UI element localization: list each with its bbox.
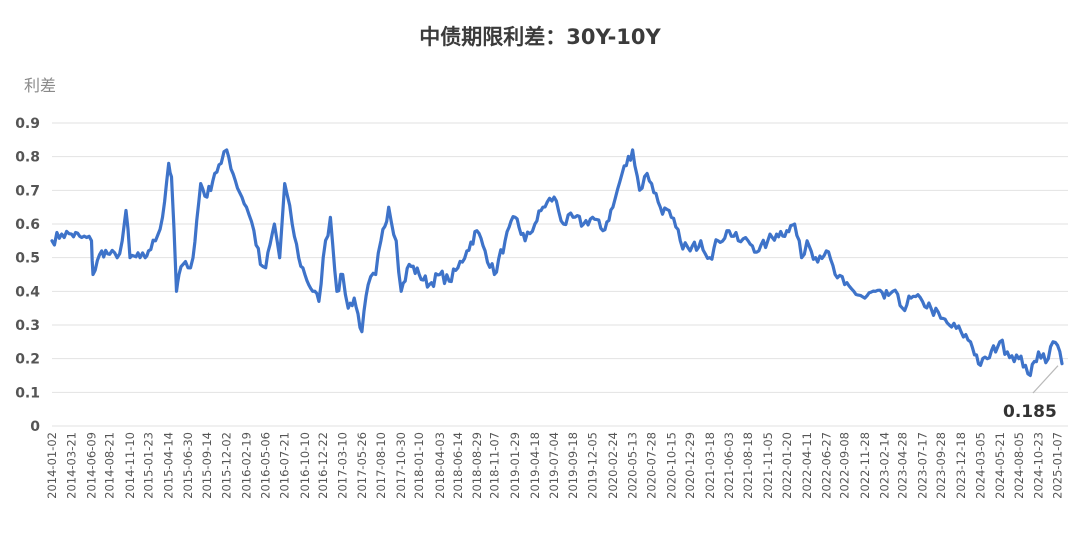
x-tick-label: 2020-02-24 — [606, 432, 620, 499]
x-tick-label: 2024-08-05 — [1012, 432, 1026, 499]
x-tick-label: 2019-09-18 — [566, 432, 580, 499]
x-tick-label: 2015-04-14 — [162, 432, 176, 499]
x-tick-label: 2019-04-18 — [528, 432, 542, 499]
y-axis-ticks: 0 0.1 0.2 0.3 0.4 0.5 0.6 0.7 0.8 0.9 — [15, 116, 40, 435]
series-line — [50, 148, 1064, 378]
x-tick-label: 2017-10-30 — [394, 432, 408, 499]
x-tick-label: 2020-05-13 — [626, 432, 640, 499]
x-tick-label: 2021-08-18 — [741, 432, 755, 499]
x-tick-label: 2021-06-03 — [722, 432, 736, 499]
series-layer — [50, 148, 1064, 378]
x-tick-label: 2018-11-07 — [487, 432, 501, 499]
x-tick-label: 2020-12-29 — [683, 432, 697, 499]
x-tick-label: 2014-03-21 — [64, 432, 78, 499]
y-axis-label: 利差 — [24, 76, 56, 95]
x-tick-label: 2017-05-26 — [355, 432, 369, 499]
x-tick-label: 2020-07-28 — [645, 432, 659, 499]
y-tick-label: 0.4 — [15, 284, 40, 300]
x-tick-label: 2023-09-28 — [934, 432, 948, 499]
x-tick-label: 2018-04-03 — [433, 432, 447, 499]
x-tick-label: 2014-08-21 — [103, 432, 117, 499]
x-tick-label: 2019-01-29 — [508, 432, 522, 499]
y-tick-label: 0.1 — [15, 385, 40, 401]
x-tick-label: 2014-01-02 — [45, 432, 59, 499]
x-tick-label: 2019-12-05 — [586, 432, 600, 499]
x-tick-label: 2024-10-23 — [1032, 432, 1046, 499]
x-tick-label: 2020-10-15 — [664, 432, 678, 499]
y-tick-label: 0.2 — [15, 352, 40, 368]
x-tick-label: 2022-11-28 — [858, 432, 872, 499]
x-tick-label: 2023-04-28 — [896, 432, 910, 499]
x-tick-label: 2016-07-21 — [278, 432, 292, 499]
x-tick-label: 2022-01-20 — [780, 432, 794, 499]
x-tick-label: 2015-09-14 — [200, 432, 214, 499]
annotation-label: 0.185 — [1003, 402, 1057, 422]
y-tick-label: 0 — [30, 419, 40, 435]
x-tick-label: 2016-02-19 — [239, 432, 253, 499]
x-tick-label: 2015-06-30 — [181, 432, 195, 499]
x-tick-label: 2021-11-05 — [761, 432, 775, 499]
x-tick-label: 2014-06-09 — [84, 432, 98, 499]
x-tick-label: 2023-02-14 — [877, 432, 891, 499]
x-tick-label: 2016-10-10 — [298, 432, 312, 499]
annotation-leader-line — [1032, 365, 1059, 394]
x-tick-label: 2016-12-22 — [316, 432, 330, 499]
x-tick-label: 2018-01-10 — [412, 432, 426, 499]
x-tick-label: 2016-05-06 — [259, 432, 273, 499]
x-tick-label: 2015-01-23 — [141, 432, 155, 499]
y-tick-label: 0.6 — [15, 217, 40, 233]
x-axis-ticks: 2014-01-02 2014-03-21 2014-06-09 2014-08-21… — [45, 432, 1065, 499]
y-tick-label: 0.9 — [15, 116, 40, 132]
y-tick-label: 0.3 — [15, 318, 40, 334]
y-tick-label: 0.7 — [15, 183, 40, 199]
gridlines — [52, 122, 1068, 427]
x-tick-label: 2018-06-14 — [451, 432, 465, 499]
x-tick-label: 2022-04-11 — [800, 432, 814, 499]
y-tick-label: 0.8 — [15, 150, 40, 166]
x-tick-label: 2015-12-02 — [220, 432, 234, 499]
x-tick-label: 2024-05-21 — [993, 432, 1007, 499]
x-tick-label: 2025-01-07 — [1051, 432, 1065, 499]
x-tick-label: 2017-03-10 — [336, 432, 350, 499]
x-tick-label: 2023-07-17 — [916, 432, 930, 499]
x-tick-label: 2021-03-18 — [703, 432, 717, 499]
x-tick-label: 2022-09-08 — [838, 432, 852, 499]
x-tick-label: 2017-08-10 — [374, 432, 388, 499]
x-tick-label: 2023-12-18 — [954, 432, 968, 499]
x-tick-label: 2018-08-29 — [470, 432, 484, 499]
annotations: 0.185 — [1003, 365, 1059, 422]
x-tick-label: 2024-03-05 — [974, 432, 988, 499]
x-tick-label: 2019-07-04 — [547, 432, 561, 499]
x-tick-label: 2022-06-27 — [819, 432, 833, 499]
chart-title: 中债期限利差：30Y-10Y — [419, 25, 661, 49]
x-tick-label: 2014-11-10 — [123, 432, 137, 499]
y-tick-label: 0.5 — [15, 251, 40, 267]
